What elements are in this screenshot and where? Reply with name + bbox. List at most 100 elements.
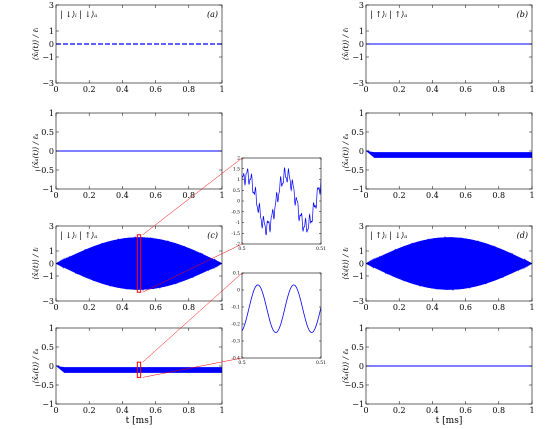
plot-area (242, 284, 321, 333)
x-tick-label: 0.6 (459, 303, 472, 312)
panel-label: (c) (207, 231, 218, 240)
y-tick-label: -0.4 (231, 356, 240, 362)
x-tick-label: 0.6 (459, 406, 472, 415)
zoom-connector (142, 157, 243, 235)
plot-area (366, 150, 532, 158)
x-tick-label: 1 (529, 191, 534, 200)
x-tick-label: 0.5 (238, 360, 245, 366)
y-axis-label: ⟨x̂ₐ(t)⟩ / ℓₐ (31, 133, 40, 168)
y-tick-label: 0 (359, 147, 364, 156)
y-tick-label: −1 (352, 400, 364, 409)
panel-c2: 0 0.2 0.4 0.6 0.8 1 1 0.5 0 −0.5 −1 ⟨x̂ₐ(t)⟩ / ℓₐ t … (31, 324, 225, 426)
x-tick-label: 0.6 (149, 191, 162, 200)
y-tick-label: 0.1 (233, 271, 240, 277)
x-tick-label: 1 (529, 85, 534, 94)
y-tick-label: 0.5 (41, 343, 54, 352)
y-tick-label: 0.5 (351, 128, 364, 137)
x-tick-label: 0.2 (393, 303, 406, 312)
x-tick-label: 0.4 (116, 191, 129, 200)
x-tick-label: 0.51 (316, 360, 326, 366)
x-tick-label: 0.6 (459, 85, 472, 94)
series-line (242, 167, 321, 236)
x-tick-label: 0.6 (149, 85, 162, 94)
y-tick-label: 3 (49, 222, 54, 231)
x-tick-label: 0.4 (116, 303, 129, 312)
x-tick-label: 0 (363, 191, 368, 200)
y-tick-label: 1 (49, 109, 54, 118)
y-tick-label: 1.5 (233, 166, 240, 172)
panel-d: 0 0.2 0.4 0.6 0.8 1 3 1 0 −1 −3 ⟨x̂ᵢ(t)⟩ / ℓᵢ (d) | ↑… (341, 222, 535, 312)
y-tick-label: −0.5 (345, 381, 364, 390)
y-tick-label: −3 (42, 297, 54, 306)
series-band (56, 366, 222, 373)
y-tick-label: 0 (49, 260, 54, 269)
x-tick-label: 0 (53, 303, 58, 312)
zoom-connector (142, 243, 243, 293)
y-axis-label: ⟨x̂ᵢ(t)⟩ / ℓᵢ (341, 27, 350, 60)
x-tick-label: 1 (219, 191, 224, 200)
zoom-highlight-box (136, 234, 142, 293)
x-tick-label: 0.6 (459, 191, 472, 200)
x-tick-label: 0.2 (83, 406, 96, 415)
x-axis-label: t [ms] (436, 416, 463, 425)
series-envelope (366, 237, 532, 290)
y-tick-label: 1 (49, 247, 54, 256)
x-tick-label: 1 (529, 406, 534, 415)
y-tick-label: 0 (359, 260, 364, 269)
panel-inset2: 0.5 0.51 0.1 0 -0.1 -0.2 -0.3 -0.4 (231, 271, 326, 366)
y-tick-label: 1 (359, 109, 364, 118)
axes-frame (55, 327, 223, 405)
y-tick-label: 1 (49, 27, 54, 36)
y-tick-label: 0 (359, 40, 364, 49)
axes-frame (241, 157, 322, 245)
y-tick-label: 3 (359, 222, 364, 231)
x-tick-label: 0 (363, 303, 368, 312)
x-tick-label: 0.8 (492, 191, 505, 200)
x-tick-label: 0 (363, 85, 368, 94)
y-tick-label: −1 (42, 272, 54, 281)
y-tick-label: −1 (42, 185, 54, 194)
x-tick-label: 0.8 (182, 406, 195, 415)
x-tick-label: 0.4 (426, 191, 439, 200)
panel-d2: 0 0.2 0.4 0.6 0.8 1 1 0.5 0 −0.5 −1 ⟨x̂ₐ(t)⟩ / ℓₐ t … (341, 324, 535, 426)
x-tick-label: 1 (219, 85, 224, 94)
y-tick-label: 0.5 (351, 343, 364, 352)
panel-inset1: 0.5 0.51 2 1.5 1 0.5 0 -0.5 -1 -1.5 -2 (231, 156, 326, 252)
y-axis-label: ⟨x̂ₐ(t)⟩ / ℓₐ (341, 348, 350, 383)
x-tick-label: 0 (363, 406, 368, 415)
y-axis-label: ⟨x̂ᵢ(t)⟩ / ℓᵢ (341, 247, 350, 280)
y-tick-label: -1 (236, 220, 241, 226)
y-tick-label: 0 (237, 199, 240, 205)
state-label: | ↑⟩ᵢ | ↑⟩ₐ (370, 10, 407, 19)
plot-area (56, 236, 222, 291)
x-tick-label: 1 (529, 303, 534, 312)
x-tick-label: 0 (53, 406, 58, 415)
y-axis-label: ⟨x̂ₐ(t)⟩ / ℓₐ (341, 133, 350, 168)
y-tick-label: 1 (359, 247, 364, 256)
y-tick-label: −0.5 (345, 166, 364, 175)
y-tick-label: 0.5 (233, 188, 240, 194)
y-tick-label: 1 (237, 177, 240, 183)
x-tick-label: 0.4 (426, 85, 439, 94)
axes-frame (241, 272, 322, 359)
x-tick-label: 0.8 (492, 85, 505, 94)
x-tick-label: 0 (53, 85, 58, 94)
x-tick-label: 0.2 (393, 406, 406, 415)
y-axis-label: ⟨x̂ᵢ(t)⟩ / ℓᵢ (31, 27, 40, 60)
y-tick-label: -2 (236, 242, 241, 248)
y-tick-label: −0.5 (35, 166, 54, 175)
y-tick-label: -0.5 (231, 209, 240, 215)
y-tick-label: 2 (237, 156, 240, 162)
y-tick-label: -1.5 (231, 231, 240, 237)
panel-c: 0 0.2 0.4 0.6 0.8 1 3 1 0 −1 −3 ⟨x̂ᵢ(t)⟩ / ℓᵢ (c) | ↓… (31, 222, 225, 312)
x-tick-label: 0.4 (426, 406, 439, 415)
y-tick-label: 0 (237, 288, 240, 294)
series-band (366, 151, 532, 158)
y-tick-label: 1 (359, 27, 364, 36)
panel-a: 0 0.2 0.4 0.6 0.8 1 3 1 0 −1 −3 ⟨x̂ᵢ(t)⟩ / ℓᵢ (a) | ↓… (31, 1, 225, 94)
y-tick-label: −0.5 (35, 381, 54, 390)
state-label: | ↑⟩ᵢ | ↓⟩ₐ (370, 231, 407, 240)
x-tick-label: 0.5 (238, 246, 245, 252)
y-tick-label: 0 (359, 362, 364, 371)
y-tick-label: -0.2 (231, 322, 240, 328)
